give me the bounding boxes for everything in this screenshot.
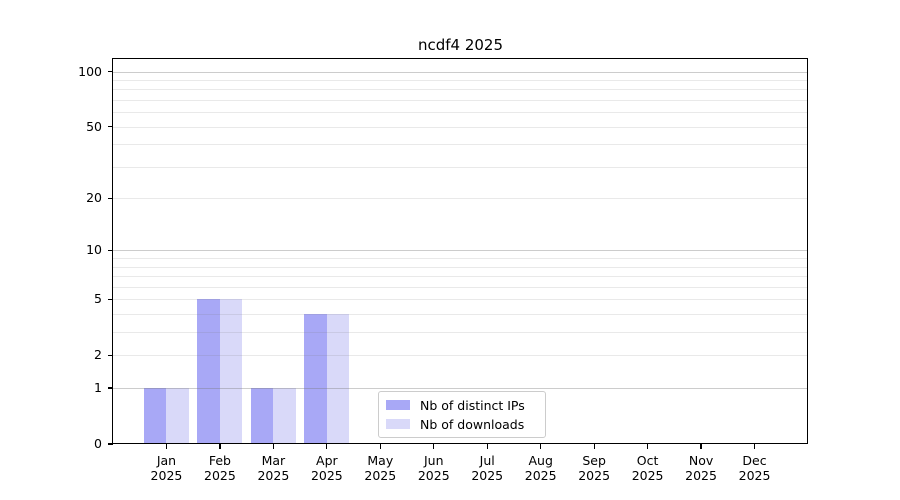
y-tick-label-100: 100 [78, 63, 102, 79]
gridline-y-1 [113, 388, 808, 390]
x-tick-sep [593, 444, 595, 449]
x-tick-mar [272, 444, 274, 449]
x-tick-jul [486, 444, 488, 449]
gridline-y-60 [113, 112, 808, 114]
x-tick-jun [433, 444, 435, 449]
y-tick-0 [108, 443, 113, 445]
gridline-y-30 [113, 166, 808, 168]
y-tick-100 [108, 70, 113, 73]
x-tick-aug [540, 444, 542, 449]
gridline-y-100 [113, 71, 808, 73]
bar-downloads-feb [219, 299, 243, 444]
grid-layer [113, 59, 808, 444]
x-tick-label-jul: Jul 2025 [471, 453, 504, 483]
gridline-y-7 [113, 276, 808, 278]
plot-area [113, 59, 808, 444]
x-tick-label-feb: Feb 2025 [204, 453, 236, 483]
legend-label-downloads: Nb of downloads [420, 416, 525, 432]
y-tick-10 [108, 249, 113, 252]
legend: Nb of distinct IPs Nb of downloads [378, 391, 546, 438]
y-tick-5 [108, 298, 113, 300]
gridline-y-6 [113, 286, 808, 288]
x-tick-label-sep: Sep 2025 [578, 453, 611, 483]
x-tick-oct [647, 444, 649, 449]
gridline-y-4 [113, 314, 808, 316]
gridline-y-70 [113, 99, 808, 101]
legend-swatch-distinct-ips [386, 400, 410, 410]
legend-item-distinct-ips: Nb of distinct IPs [386, 397, 545, 413]
legend-swatch-downloads [386, 419, 410, 429]
x-tick-may [379, 444, 381, 449]
bar-downloads-mar [273, 388, 296, 444]
y-tick-label-5: 5 [94, 291, 102, 307]
y-tick-1 [108, 387, 113, 389]
y-tick-label-10: 10 [86, 242, 102, 258]
gridline-y-2 [113, 355, 808, 357]
gridline-y-50 [113, 126, 808, 128]
bar-distinct-ips-feb [197, 299, 220, 444]
x-tick-label-nov: Nov 2025 [685, 453, 717, 483]
gridline-y-10 [113, 250, 808, 252]
x-tick-label-mar: Mar 2025 [257, 453, 290, 483]
legend-label-distinct-ips: Nb of distinct IPs [420, 397, 525, 413]
gridline-y-5 [113, 299, 808, 301]
y-tick-label-1: 1 [94, 380, 102, 396]
bar-distinct-ips-jan [144, 388, 167, 444]
x-tick-label-jun: Jun 2025 [417, 453, 450, 483]
x-tick-label-oct: Oct 2025 [631, 453, 664, 483]
x-tick-dec [753, 444, 756, 449]
gridline-y-90 [113, 79, 808, 81]
bar-downloads-apr [326, 314, 350, 444]
x-tick-feb [219, 444, 221, 449]
x-tick-nov [700, 444, 702, 449]
gridline-y-20 [113, 198, 808, 200]
y-tick-2 [108, 354, 113, 356]
y-tick-label-2: 2 [94, 347, 102, 363]
chart-title: ncdf4 2025 [417, 36, 504, 54]
bar-distinct-ips-mar [250, 388, 274, 444]
x-tick-jan [165, 444, 168, 449]
bar-distinct-ips-apr [304, 314, 327, 444]
y-tick-label-20: 20 [86, 190, 102, 206]
gridline-y-9 [113, 258, 808, 260]
x-tick-label-may: May 2025 [364, 453, 397, 483]
x-tick-label-aug: Aug 2025 [524, 453, 557, 483]
y-tick-50 [108, 126, 113, 128]
y-tick-label-0: 0 [94, 436, 102, 451]
x-tick-label-apr: Apr 2025 [310, 453, 343, 483]
gridline-y-3 [113, 332, 808, 334]
bars-layer [113, 59, 808, 444]
x-tick-apr [326, 444, 328, 449]
y-tick-20 [108, 197, 113, 199]
x-tick-label-jan: Jan 2025 [150, 453, 183, 483]
gridline-y-8 [113, 266, 808, 268]
gridline-y-40 [113, 144, 808, 146]
gridline-y-80 [113, 89, 808, 91]
x-tick-label-dec: Dec 2025 [738, 453, 771, 483]
bar-downloads-jan [166, 388, 189, 444]
legend-item-downloads: Nb of downloads [386, 416, 545, 432]
y-tick-label-50: 50 [86, 118, 102, 134]
